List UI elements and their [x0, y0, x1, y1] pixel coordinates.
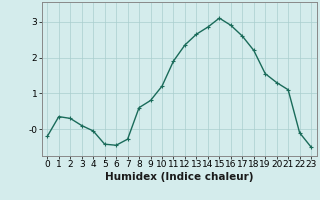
X-axis label: Humidex (Indice chaleur): Humidex (Indice chaleur)	[105, 172, 253, 182]
